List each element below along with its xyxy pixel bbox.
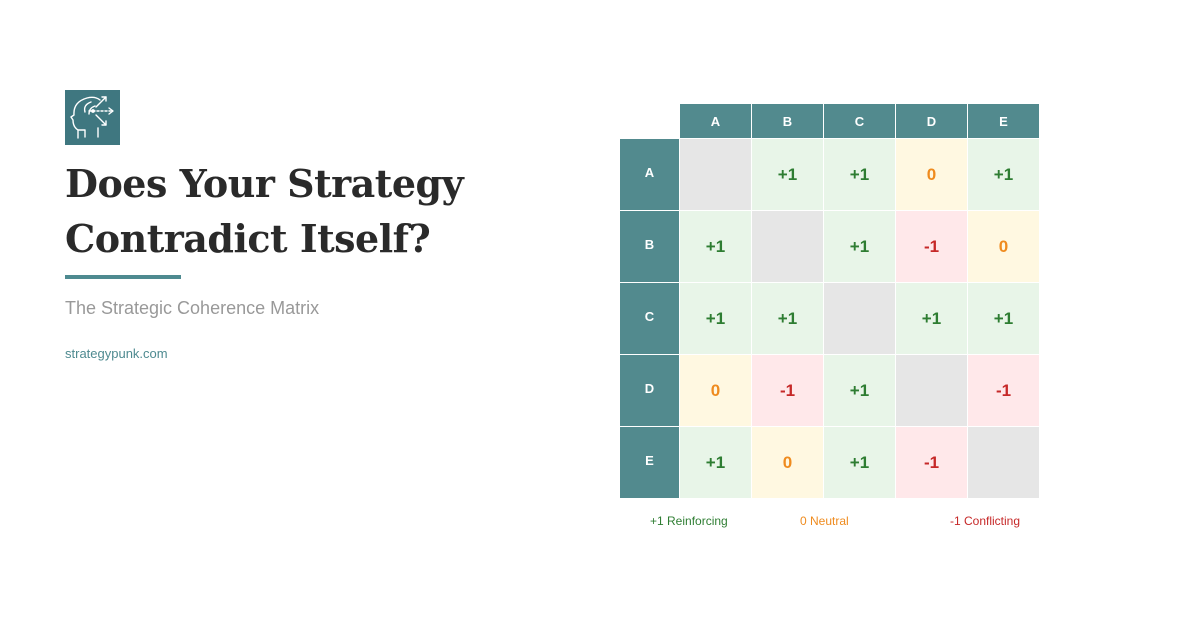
matrix-cell-conflicting: -1 [896, 427, 967, 498]
matrix-cell-diagonal [824, 283, 895, 354]
row-header-label: D [644, 381, 655, 396]
row-header: C [620, 283, 679, 354]
title-line-2: Contradict Itself? [65, 216, 431, 261]
legend-neutral: 0 Neutral [800, 514, 849, 528]
row-header: D [620, 355, 679, 426]
matrix-cell-reinforcing: +1 [680, 427, 751, 498]
logo [65, 90, 120, 145]
matrix-cell-neutral: 0 [752, 427, 823, 498]
matrix-cell-neutral: 0 [896, 139, 967, 210]
matrix-cell-reinforcing: +1 [824, 427, 895, 498]
matrix-cell-neutral: 0 [968, 211, 1039, 282]
subtitle: The Strategic Coherence Matrix [65, 298, 320, 318]
matrix-cell-reinforcing: +1 [752, 139, 823, 210]
matrix-cell-diagonal [896, 355, 967, 426]
column-header: A [680, 104, 751, 138]
matrix-cell-neutral: 0 [680, 355, 751, 426]
row-header-label: A [644, 165, 655, 180]
row-header-label: E [645, 453, 654, 468]
matrix-cell-diagonal [752, 211, 823, 282]
matrix-cell-reinforcing: +1 [680, 211, 751, 282]
matrix-cell-conflicting: -1 [968, 355, 1039, 426]
row-header-label: C [644, 309, 655, 324]
head-strategy-arrows-icon [70, 96, 114, 139]
row-header: B [620, 211, 679, 282]
page-title: Does Your Strategy Contradict Itself? [65, 156, 525, 266]
matrix-cell-reinforcing: +1 [824, 139, 895, 210]
matrix-cell-reinforcing: +1 [824, 355, 895, 426]
matrix-cell-diagonal [968, 427, 1039, 498]
matrix-cell-conflicting: -1 [752, 355, 823, 426]
title-underline [65, 275, 181, 279]
column-header: B [752, 104, 823, 138]
column-header: D [896, 104, 967, 138]
column-header: E [968, 104, 1039, 138]
legend-conflicting: -1 Conflicting [950, 514, 1021, 528]
row-header-label: B [644, 237, 655, 252]
matrix-cell-reinforcing: +1 [968, 139, 1039, 210]
row-header: E [620, 427, 679, 498]
row-header: A [620, 139, 679, 210]
matrix-cell-diagonal [680, 139, 751, 210]
matrix-cell-reinforcing: +1 [824, 211, 895, 282]
matrix-cell-reinforcing: +1 [968, 283, 1039, 354]
legend-reinforcing: +1 Reinforcing [650, 514, 728, 528]
matrix-cell-reinforcing: +1 [752, 283, 823, 354]
matrix-cell-conflicting: -1 [896, 211, 967, 282]
site-link[interactable]: strategypunk.com [65, 346, 168, 361]
column-header: C [824, 104, 895, 138]
matrix-cell-reinforcing: +1 [680, 283, 751, 354]
matrix-cell-reinforcing: +1 [896, 283, 967, 354]
title-line-1: Does Your Strategy [65, 161, 464, 206]
